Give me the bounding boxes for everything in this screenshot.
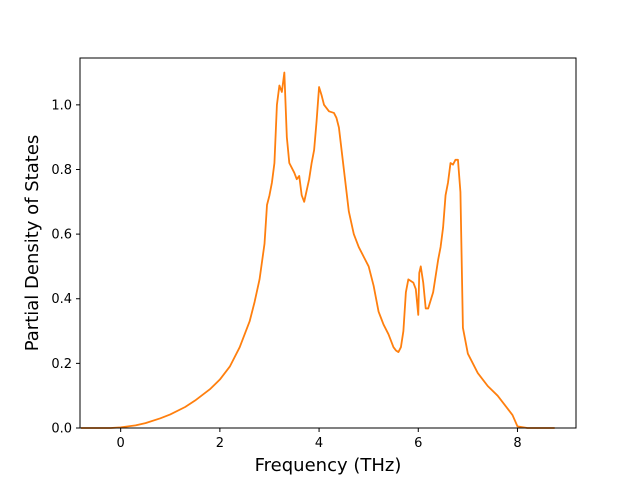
y-tick-label: 0.4 bbox=[51, 292, 72, 307]
y-tick-label: 0.2 bbox=[51, 357, 72, 372]
y-tick-label: 1.0 bbox=[51, 98, 72, 113]
data-series-group bbox=[80, 71, 555, 429]
y-tick-label: 0.0 bbox=[51, 422, 72, 437]
x-axis: 0 2 4 6 8 bbox=[117, 428, 522, 451]
x-tick-label: 4 bbox=[315, 436, 323, 451]
y-tick-label: 0.8 bbox=[51, 163, 72, 178]
plot-area bbox=[80, 58, 576, 428]
pdos-series-line-0 bbox=[80, 71, 555, 429]
plot-frame bbox=[79, 57, 577, 429]
x-tick-label: 2 bbox=[216, 436, 224, 451]
y-axis-label: Partial Density of States bbox=[22, 135, 43, 352]
x-tick-label: 0 bbox=[117, 436, 125, 451]
y-tick-label: 0.6 bbox=[51, 228, 72, 243]
x-axis-label: Frequency (THz) bbox=[255, 455, 402, 476]
y-axis: 0.0 0.2 0.4 0.6 0.8 1.0 bbox=[51, 98, 80, 437]
x-tick-label: 6 bbox=[414, 436, 422, 451]
x-tick-label: 8 bbox=[513, 436, 521, 451]
